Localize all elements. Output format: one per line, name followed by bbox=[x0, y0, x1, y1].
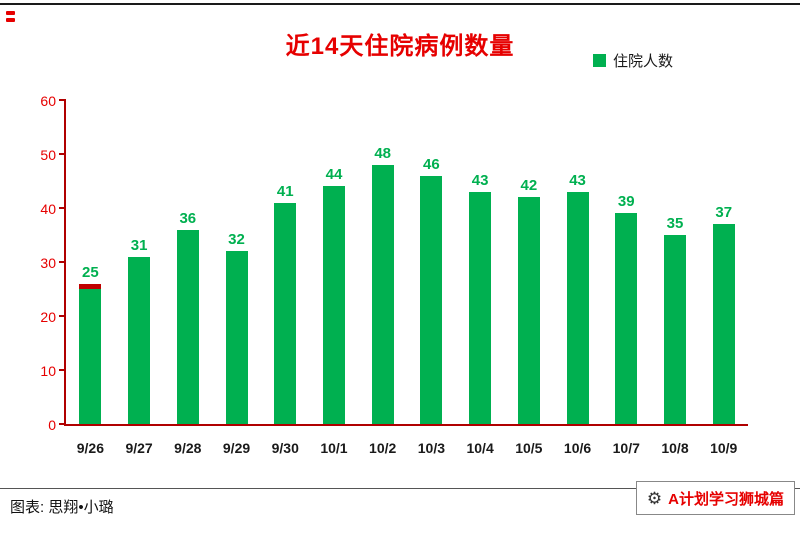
x-axis-tick-label: 9/27 bbox=[125, 440, 153, 456]
bar bbox=[615, 213, 638, 424]
bar-value-label: 44 bbox=[325, 166, 343, 184]
bar-value-label: 39 bbox=[617, 193, 635, 211]
legend-label: 住院人数 bbox=[613, 53, 674, 70]
bar-group: 36 9/28 bbox=[163, 100, 212, 456]
watermark-badge: ⚙ A计划学习狮城篇 bbox=[635, 481, 795, 515]
y-axis-tick-mark bbox=[59, 153, 66, 155]
x-axis-tick-label: 10/4 bbox=[466, 440, 494, 456]
corner-marks bbox=[6, 8, 15, 25]
bar-value-label: 32 bbox=[228, 231, 245, 249]
bar-group: 42 10/5 bbox=[504, 100, 553, 456]
y-axis-tick-label: 60 bbox=[40, 93, 56, 109]
bar-group: 25 9/26 bbox=[66, 100, 115, 456]
bar-value-label: 43 bbox=[569, 171, 586, 189]
y-axis-tick-mark bbox=[59, 423, 66, 425]
y-axis-tick-label: 0 bbox=[48, 417, 56, 433]
watermark-text: A计划学习狮城篇 bbox=[668, 490, 784, 508]
x-axis-tick-label: 9/28 bbox=[174, 440, 202, 456]
y-axis-tick-mark bbox=[59, 315, 66, 317]
x-axis-tick-label: 10/3 bbox=[417, 440, 446, 456]
bar-group: 44 10/1 bbox=[310, 100, 359, 456]
bar-group: 41 9/30 bbox=[261, 100, 310, 456]
x-axis-tick-label: 9/29 bbox=[222, 440, 251, 456]
bars-container: 25 9/26 31 9/27 36 9/28 32 9/29 41 9/30 44 10/1 48 10… bbox=[66, 100, 748, 456]
x-axis-tick-label: 10/5 bbox=[515, 440, 543, 456]
bar bbox=[517, 197, 540, 424]
bar-value-label: 46 bbox=[423, 155, 440, 173]
bar bbox=[79, 289, 102, 424]
bar bbox=[176, 229, 199, 424]
bar-value-label: 37 bbox=[715, 204, 733, 222]
bar bbox=[274, 202, 297, 424]
x-axis-tick-label: 10/9 bbox=[710, 440, 738, 456]
y-axis-tick-label: 40 bbox=[40, 201, 56, 217]
bar-value-label: 42 bbox=[520, 177, 538, 195]
legend: 住院人数 bbox=[593, 50, 673, 71]
bar-value-label: 48 bbox=[374, 144, 392, 162]
footer-divider bbox=[0, 488, 800, 489]
x-axis-tick-label: 9/26 bbox=[76, 440, 104, 456]
bar-group: 43 10/6 bbox=[553, 100, 602, 456]
x-axis-tick-label: 10/7 bbox=[612, 440, 640, 456]
x-axis-tick-label: 9/30 bbox=[271, 440, 299, 456]
top-border-line bbox=[0, 3, 800, 5]
bar-group: 39 10/7 bbox=[602, 100, 651, 456]
bar bbox=[322, 186, 345, 424]
x-axis-tick-label: 10/6 bbox=[563, 440, 592, 456]
bar-group: 48 10/2 bbox=[358, 100, 407, 456]
x-axis-tick-label: 10/1 bbox=[320, 440, 348, 456]
y-axis-tick-mark bbox=[59, 369, 66, 371]
bar-value-label: 35 bbox=[666, 215, 684, 232]
bar-value-label: 43 bbox=[471, 171, 489, 189]
bar bbox=[712, 224, 735, 424]
x-axis-tick-label: 10/2 bbox=[369, 440, 397, 456]
y-axis-tick-label: 20 bbox=[40, 309, 56, 325]
y-axis-tick-mark bbox=[59, 261, 66, 263]
bar-group: 31 9/27 bbox=[115, 100, 164, 456]
chart-title: 近14天住院病例数量 bbox=[285, 33, 515, 60]
chart-credit: 图表: 思翔•小璐 bbox=[10, 499, 114, 516]
bar bbox=[663, 235, 686, 424]
bar bbox=[566, 191, 589, 424]
bar-group: 32 9/29 bbox=[212, 100, 261, 456]
gear-icon: ⚙ bbox=[646, 488, 663, 508]
y-axis-tick-label: 10 bbox=[40, 363, 56, 379]
bar-value-label: 25 bbox=[82, 263, 99, 281]
bar-value-label: 41 bbox=[276, 182, 294, 200]
y-axis-tick-label: 50 bbox=[40, 147, 56, 163]
bar bbox=[371, 164, 394, 424]
legend-color-swatch bbox=[593, 54, 606, 67]
red-cap-segment bbox=[79, 283, 102, 289]
plot-area: 0 10 20 30 40 50 60 25 9/26 31 9/27 36 9/28 32 9/29 41 9… bbox=[40, 93, 748, 456]
bar-value-label: 31 bbox=[130, 236, 148, 254]
bar-group: 35 10/8 bbox=[651, 100, 700, 456]
bar bbox=[225, 251, 248, 424]
bar bbox=[128, 256, 151, 424]
y-axis-tick-label: 30 bbox=[40, 255, 56, 271]
bar-group: 46 10/3 bbox=[407, 100, 456, 456]
bar-group: 37 10/9 bbox=[699, 100, 748, 456]
y-axis-tick-mark bbox=[59, 99, 66, 101]
x-axis-tick-label: 10/8 bbox=[661, 440, 689, 456]
bar-value-label: 36 bbox=[179, 209, 197, 227]
bar bbox=[420, 175, 443, 424]
bar bbox=[469, 191, 492, 424]
bar-group: 43 10/4 bbox=[456, 100, 505, 456]
y-axis-tick-mark bbox=[59, 207, 66, 209]
